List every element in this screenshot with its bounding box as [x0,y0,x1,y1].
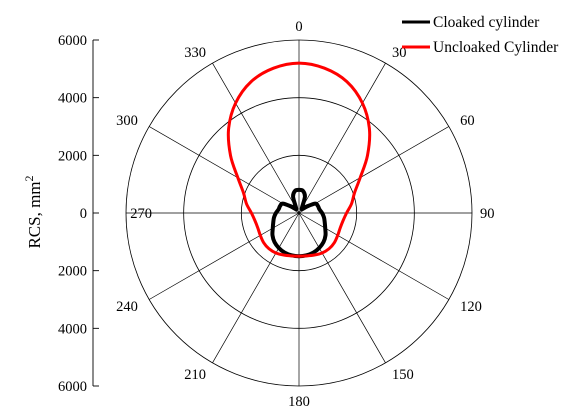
legend-label-cloaked: Cloaked cylinder [433,14,540,31]
angle-label-300: 300 [116,113,138,129]
grid-spoke-60 [298,126,449,214]
angle-label-180: 180 [288,394,310,407]
angle-labels: 0 30 60 90 120 150 180 210 240 270 300 330 [116,19,494,407]
grid-spoke-300 [149,126,300,214]
legend: Cloaked cylinder Uncloaked Cylinder [402,14,559,56]
radial-tick-label-lower-4000: 4000 [58,321,87,337]
angle-label-240: 240 [116,299,138,315]
radial-tick-label-upper-6000: 6000 [58,33,87,49]
grid-spoke-330 [212,63,300,214]
legend-label-uncloaked: Uncloaked Cylinder [433,39,559,56]
angle-label-150: 150 [392,367,414,383]
y-axis-label-text: RCS, mm [25,181,44,248]
angle-label-120: 120 [460,299,482,315]
radial-tick-label-lower-6000: 6000 [58,379,87,395]
grid-spoke-150 [298,212,386,363]
series-line-uncloaked [226,61,372,258]
grid-spoke-210 [212,212,300,363]
grid-spoke-120 [298,212,449,300]
radial-axis: 6000 4000 2000 0 2000 4000 6000 [58,33,99,395]
angle-label-270: 270 [130,206,152,222]
grid-spoke-240 [149,212,300,300]
polar-grid [125,39,473,387]
radial-tick-label-upper-0: 0 [80,206,87,222]
angle-label-30: 30 [392,45,407,61]
data-series [226,61,372,259]
angle-label-0: 0 [295,19,302,35]
grid-spoke-30 [298,63,386,214]
radial-tick-label-upper-4000: 4000 [58,91,87,107]
y-axis-label: RCS, mm2 [22,175,44,248]
angle-label-330: 330 [184,45,206,61]
angle-label-90: 90 [480,206,495,222]
radial-tick-label-lower-2000: 2000 [58,264,87,280]
angle-label-210: 210 [184,367,206,383]
radial-tick-label-upper-2000: 2000 [58,148,87,164]
angle-label-60: 60 [460,113,475,129]
y-axis-label-exponent: 2 [22,175,36,181]
